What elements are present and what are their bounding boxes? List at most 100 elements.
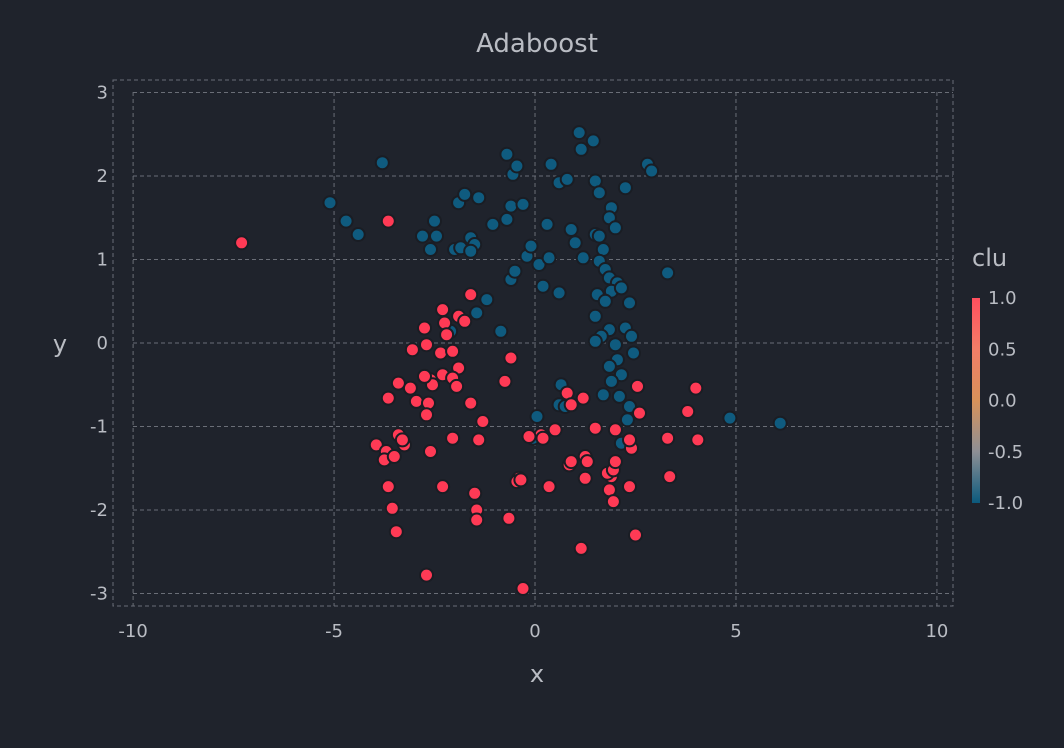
point-clu-negative	[591, 185, 607, 201]
point-clu-negative	[603, 373, 619, 389]
point-clu-negative	[499, 146, 515, 162]
point-clu-negative	[415, 228, 430, 244]
point-clu-negative	[573, 141, 589, 157]
point-clu-positive	[445, 343, 461, 359]
point-clu-negative	[350, 227, 366, 242]
point-clu-positive	[380, 213, 396, 229]
point-clu-negative	[429, 228, 444, 244]
point-clu-positive	[521, 429, 537, 444]
point-clu-negative	[617, 180, 633, 196]
y-tick-label: -2	[90, 500, 108, 521]
point-clu-positive	[388, 524, 404, 540]
point-clu-negative	[479, 292, 495, 308]
point-clu-negative	[499, 211, 515, 227]
point-clu-negative	[531, 257, 547, 272]
point-clu-positive	[628, 527, 643, 543]
point-clu-positive	[463, 395, 479, 411]
colorbar-tick-label: -0.5	[988, 442, 1023, 463]
point-clu-positive	[535, 430, 551, 446]
x-tick-label: -10	[118, 621, 147, 642]
point-clu-negative	[493, 323, 509, 339]
point-clu-positive	[404, 342, 420, 358]
point-clu-positive	[380, 479, 396, 495]
point-clu-positive	[417, 320, 432, 336]
point-clu-negative	[613, 367, 629, 383]
point-clu-negative	[559, 171, 575, 187]
colorbar-tick-label: -1.0	[988, 493, 1023, 514]
point-clu-negative	[585, 133, 601, 149]
point-clu-positive	[688, 380, 704, 396]
point-clu-negative	[611, 388, 627, 404]
data-points	[234, 125, 788, 596]
colorbar-legend: clu 1.0 0.5 0.0 -0.5 -1.0	[972, 244, 1023, 514]
grid-lines	[132, 92, 953, 606]
point-clu-positive	[435, 479, 451, 495]
point-clu-positive	[660, 430, 676, 446]
point-clu-negative	[463, 243, 479, 259]
point-clu-positive	[632, 405, 647, 421]
point-clu-negative	[523, 238, 539, 254]
point-clu-positive	[501, 510, 517, 526]
y-tick-label: -1	[90, 416, 108, 437]
x-axis-label: x	[530, 660, 544, 688]
x-axis-ticks: -10 -5 0 5 10	[118, 621, 948, 642]
point-clu-positive	[575, 390, 591, 406]
point-clu-negative	[515, 196, 531, 212]
point-clu-negative	[503, 198, 519, 214]
point-clu-negative	[485, 216, 501, 232]
y-tick-label: 3	[97, 83, 108, 104]
point-clu-positive	[419, 337, 434, 353]
point-clu-negative	[591, 228, 607, 244]
point-clu-positive	[475, 414, 491, 429]
colorbar-tick-label: 0.0	[988, 391, 1017, 412]
point-clu-positive	[449, 378, 465, 394]
x-tick-label: 10	[925, 621, 948, 642]
point-clu-negative	[660, 265, 676, 281]
legend-title: clu	[972, 244, 1007, 272]
colorbar-tick-label: 0.5	[988, 339, 1017, 360]
y-tick-label: -3	[90, 583, 108, 604]
point-clu-positive	[515, 581, 531, 596]
point-clu-positive	[547, 422, 563, 438]
point-clu-negative	[563, 222, 579, 237]
point-clu-negative	[423, 242, 438, 257]
point-clu-positive	[607, 454, 623, 470]
point-clu-negative	[541, 250, 557, 266]
y-axis-ticks: 3 2 1 0 -1 -2 -3	[90, 83, 108, 605]
point-clu-positive	[439, 327, 455, 343]
point-clu-positive	[408, 393, 424, 409]
point-clu-positive	[433, 345, 449, 361]
point-clu-positive	[587, 420, 603, 436]
point-clu-negative	[507, 263, 523, 279]
point-clu-positive	[607, 422, 623, 438]
colorbar-ticks: 1.0 0.5 0.0 -0.5 -1.0	[988, 288, 1023, 514]
point-clu-positive	[457, 313, 473, 329]
point-clu-negative	[722, 410, 738, 426]
point-clu-negative	[619, 412, 635, 428]
chart-title: Adaboost	[476, 29, 598, 59]
point-clu-positive	[463, 287, 479, 303]
point-clu-negative	[509, 158, 525, 174]
colorbar-tick-label: 1.0	[988, 288, 1017, 309]
x-tick-label: 0	[529, 621, 540, 642]
point-clu-negative	[587, 308, 603, 324]
point-clu-positive	[503, 350, 519, 366]
point-clu-positive	[234, 235, 250, 251]
point-clu-positive	[419, 567, 434, 583]
point-clu-negative	[338, 213, 354, 229]
point-clu-positive	[386, 449, 402, 464]
point-clu-negative	[469, 305, 485, 321]
point-clu-positive	[497, 373, 513, 389]
point-clu-positive	[563, 397, 579, 413]
point-clu-negative	[595, 387, 611, 403]
point-clu-positive	[573, 540, 589, 556]
point-clu-positive	[577, 470, 593, 486]
point-clu-positive	[394, 432, 410, 448]
y-tick-label: 2	[97, 166, 108, 187]
point-clu-negative	[457, 186, 473, 202]
x-tick-label: 5	[730, 621, 741, 642]
point-clu-negative	[624, 328, 639, 344]
point-clu-positive	[384, 500, 400, 516]
point-clu-negative	[626, 345, 641, 361]
